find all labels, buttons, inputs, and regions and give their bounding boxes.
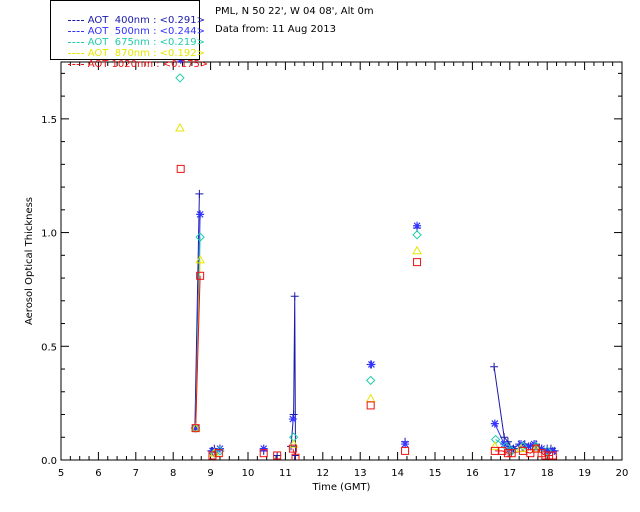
point-1020nm [288, 444, 297, 453]
point-400nm [290, 292, 299, 301]
point-400nm [500, 433, 509, 442]
legend-label-675nm: AOT 675nm : <0.219> [87, 37, 205, 48]
x-tick-label-19: 19 [578, 468, 591, 479]
x-tick-label-10: 10 [242, 468, 255, 479]
point-1020nm [548, 451, 557, 460]
point-1020nm [507, 449, 516, 458]
point-870nm [365, 393, 376, 403]
point-1020nm [273, 451, 282, 460]
point-1020nm [401, 446, 410, 455]
point-400nm [289, 410, 298, 419]
y-tick-label-0.0: 0.0 [41, 456, 57, 467]
point-1020nm [208, 451, 217, 460]
point-1020nm [498, 446, 507, 455]
point-675nm [412, 230, 422, 240]
point-1020nm [259, 449, 268, 458]
legend-item-1020nm: AOT 1020nm : <0.175> [55, 47, 208, 70]
legend: AOT 400nm : <0.291> AOT 500nm : <0.244> … [50, 0, 208, 70]
legend-swatch-1020nm [67, 63, 84, 65]
legend-label-500nm: AOT 500nm : <0.244> [87, 26, 205, 37]
x-tick-label-7: 7 [133, 468, 139, 479]
x-tick-label-16: 16 [466, 468, 479, 479]
point-500nm [413, 221, 422, 230]
legend-item-675nm: AOT 675nm : <0.219> [55, 25, 205, 48]
point-500nm [259, 444, 268, 453]
x-tick-label-9: 9 [207, 468, 213, 479]
x-tick-label-17: 17 [503, 468, 516, 479]
point-1020nm [291, 453, 300, 460]
series-layer [175, 50, 559, 460]
point-400nm [195, 189, 204, 198]
x-tick-label-12: 12 [316, 468, 329, 479]
x-tick-label-15: 15 [429, 468, 442, 479]
location-text: PML, N 50 22', W 04 08', Alt 0m [215, 6, 374, 17]
x-tick-label-18: 18 [541, 468, 554, 479]
point-675nm [195, 232, 205, 242]
point-870nm [412, 245, 422, 255]
series-line-500nm [195, 214, 553, 452]
x-tick-label-14: 14 [391, 468, 404, 479]
plot-frame [60, 61, 623, 461]
point-400nm [273, 451, 282, 460]
point-500nm [367, 360, 376, 369]
point-1020nm [176, 164, 185, 173]
point-500nm [288, 415, 297, 424]
plot-frame-layer [60, 61, 623, 461]
legend-swatch-870nm [67, 52, 84, 54]
legend-label-870nm: AOT 870nm : <0.192> [87, 48, 205, 59]
series-group [175, 50, 559, 460]
x-axis-label: Time (GMT) [312, 482, 371, 493]
legend-label-1020nm: AOT 1020nm : <0.175> [87, 59, 209, 70]
legend-swatch-400nm [67, 19, 84, 21]
point-1020nm [191, 424, 200, 433]
point-870nm [195, 254, 205, 264]
point-870nm [489, 441, 500, 450]
x-tick-label-8: 8 [170, 468, 176, 479]
point-1020nm [366, 401, 375, 410]
point-500nm [191, 424, 200, 433]
y-tick-label-0.5: 0.5 [41, 342, 57, 353]
legend-item-870nm: AOT 870nm : <0.192> [55, 36, 205, 59]
date-text: Data from: 11 Aug 2013 [215, 24, 336, 35]
legend-item-400nm: AOT 400nm : <0.291> [55, 3, 205, 26]
point-870nm [175, 122, 185, 132]
point-500nm [401, 440, 410, 449]
point-500nm [490, 419, 499, 428]
x-tick-label-5: 5 [58, 468, 64, 479]
x-tick-label-11: 11 [279, 468, 292, 479]
point-1020nm [526, 449, 535, 458]
point-500nm [537, 444, 546, 453]
legend-swatch-500nm [67, 30, 84, 32]
x-tick-label-13: 13 [354, 468, 367, 479]
point-1020nm [196, 271, 205, 280]
legend-label-400nm: AOT 400nm : <0.291> [87, 15, 205, 26]
point-400nm [291, 451, 300, 460]
legend-swatch-675nm [67, 41, 84, 43]
point-675nm [365, 375, 376, 386]
point-500nm [543, 446, 552, 455]
point-400nm [490, 362, 499, 371]
point-500nm [548, 446, 557, 455]
y-tick-label-1.5: 1.5 [41, 115, 57, 126]
series-line-870nm [196, 260, 536, 449]
point-500nm [196, 210, 205, 219]
point-500nm [215, 444, 224, 453]
x-tick-label-20: 20 [616, 468, 629, 479]
point-400nm [287, 442, 296, 451]
point-675nm [175, 73, 185, 83]
point-1020nm [214, 449, 223, 458]
series-line-400nm [194, 193, 555, 456]
y-tick-label-1.0: 1.0 [41, 229, 57, 240]
legend-item-500nm: AOT 500nm : <0.244> [55, 14, 205, 37]
x-tick-label-6: 6 [95, 468, 101, 479]
point-1020nm [413, 258, 422, 267]
point-870nm [288, 439, 299, 448]
point-500nm [524, 442, 533, 451]
point-675nm [288, 432, 299, 442]
label-layer: 5 6 7 8 9 10 11 12 13 14 15 16 17 18 19 20 0.0 0.5 1.0 1.5 T… [24, 115, 628, 493]
point-1020nm [531, 444, 540, 453]
y-axis-label: Aerosol Optical Thickness [24, 197, 35, 325]
